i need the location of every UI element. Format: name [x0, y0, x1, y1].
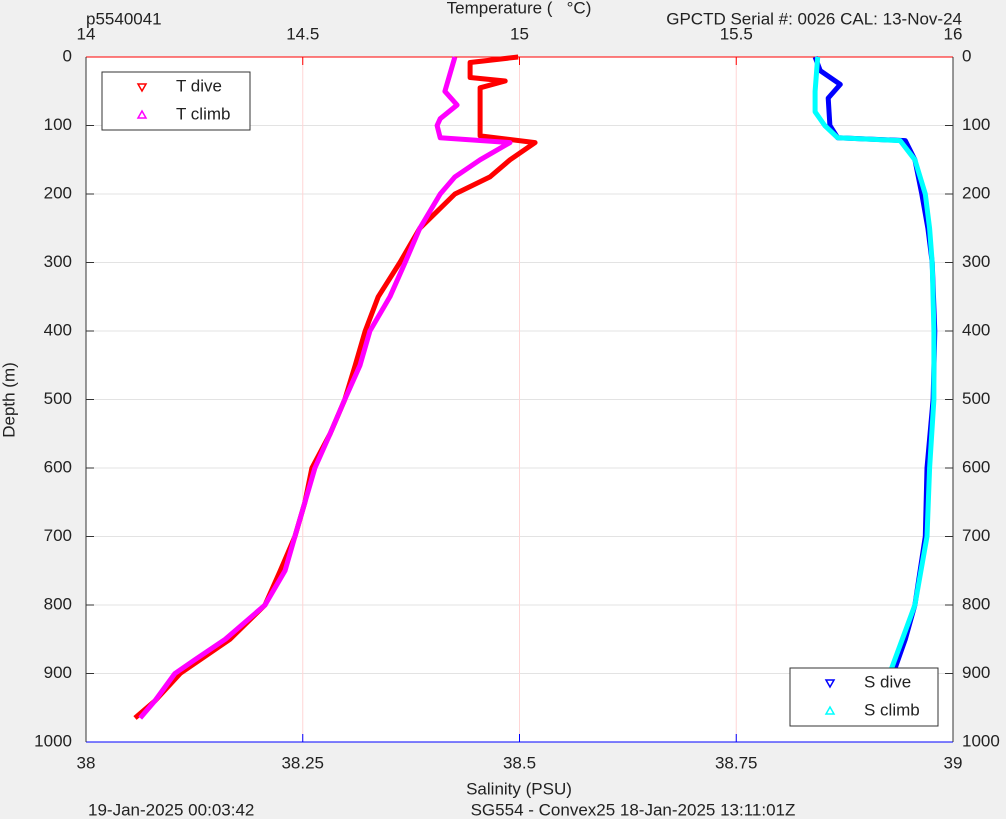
legend-label: S dive [864, 672, 911, 691]
y-tick-label: 200 [44, 183, 72, 202]
legend-marker [824, 679, 836, 689]
y-tick-label-right: 1000 [962, 731, 1000, 750]
x2-axis-label: Temperature ( °C) [447, 0, 592, 17]
y-tick-label: 300 [44, 252, 72, 271]
x-tick-label: 38.5 [503, 753, 536, 772]
y-tick-label-right: 300 [962, 252, 990, 271]
legend-label: T climb [176, 104, 230, 123]
legend-marker [824, 705, 836, 715]
y-tick-label: 500 [44, 389, 72, 408]
chart-title: p5540041 [86, 9, 162, 28]
y-tick-label: 400 [44, 320, 72, 339]
y-tick-label-right: 400 [962, 320, 990, 339]
y-tick-label: 700 [44, 526, 72, 545]
y-tick-label-right: 800 [962, 594, 990, 613]
y-tick-label-right: 700 [962, 526, 990, 545]
y-axis-label: Depth (m) [0, 362, 18, 438]
x-tick-label: 38 [77, 753, 96, 772]
x2-tick-label: 16 [944, 24, 963, 43]
y-tick-label: 0 [63, 46, 72, 65]
x2-tick-label: 14.5 [286, 24, 319, 43]
y-tick-label-right: 0 [962, 46, 971, 65]
y-tick-label: 1000 [34, 731, 72, 750]
y-tick-label-right: 500 [962, 389, 990, 408]
legend-marker [136, 109, 148, 119]
x2-tick-label: 15 [510, 24, 529, 43]
legend-box [101, 71, 251, 131]
legend-marker [136, 83, 148, 93]
x-tick-label: 38.25 [281, 753, 324, 772]
chart-subtitle: GPCTD Serial #: 0026 CAL: 13-Nov-24 [666, 9, 962, 28]
y-tick-label-right: 600 [962, 457, 990, 476]
footer-center: SG554 - Convex25 18-Jan-2025 13:11:01Z [471, 800, 796, 819]
y-tick-label: 900 [44, 663, 72, 682]
y-tick-label-right: 200 [962, 183, 990, 202]
profile-line [138, 56, 513, 720]
y-tick-label: 800 [44, 594, 72, 613]
profile-line [812, 56, 937, 719]
y-tick-label-right: 100 [962, 115, 990, 134]
y-tick-label-right: 900 [962, 663, 990, 682]
legend-label: S climb [864, 700, 920, 719]
footer-left: 19-Jan-2025 00:03:42 [88, 800, 254, 819]
y-tick-label: 600 [44, 457, 72, 476]
x-tick-label: 38.75 [715, 753, 758, 772]
x-tick-label: 39 [944, 753, 963, 772]
x-axis-label: Salinity (PSU) [466, 779, 572, 798]
legend-label: T dive [176, 76, 222, 95]
legend-box [789, 667, 939, 727]
x2-tick-label: 14 [77, 24, 96, 43]
x2-tick-label: 15.5 [720, 24, 753, 43]
y-tick-label: 100 [44, 115, 72, 134]
